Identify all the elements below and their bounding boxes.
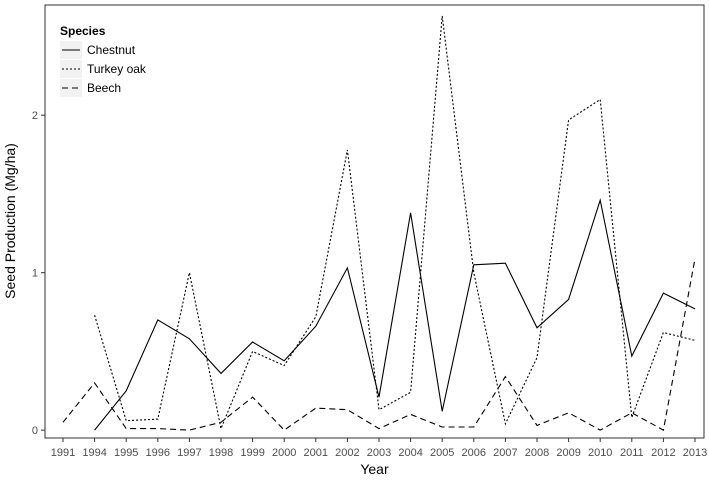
x-tick-label: 2001 [304, 447, 328, 459]
x-tick-label: 1994 [82, 447, 106, 459]
x-tick-label: 2013 [683, 447, 707, 459]
series-line-beech [62, 258, 696, 431]
x-tick-label: 1999 [240, 447, 264, 459]
x-tick-label: 1997 [177, 447, 201, 459]
x-tick-label: 2003 [367, 447, 391, 459]
x-axis-title: Year [360, 461, 389, 477]
x-tick-label: 2000 [272, 447, 296, 459]
series-line-chestnut [94, 198, 696, 431]
legend-key [60, 79, 82, 97]
legend-label: Chestnut [87, 43, 136, 57]
x-tick-label: 2009 [556, 447, 580, 459]
x-tick-label: 1998 [209, 447, 233, 459]
plot-panel [44, 4, 705, 439]
x-tick-label: 2006 [462, 447, 486, 459]
x-tick-label: 1991 [51, 447, 75, 459]
y-tick-label: 0 [32, 425, 38, 437]
x-axis: 1991 1994 1995 1996 1997 1998 1999 2000 2001 2002… [51, 438, 707, 459]
x-tick-label: 2008 [525, 447, 549, 459]
legend: Species Chestnut Turkey oak Beech [60, 24, 147, 97]
x-tick-label: 1996 [146, 447, 170, 459]
y-axis: 0 1 2 [32, 110, 45, 437]
x-tick-label: 2012 [651, 447, 675, 459]
y-axis-title: Seed Production (Mg/ha) [2, 143, 18, 299]
x-tick-label: 2002 [335, 447, 359, 459]
x-tick-label: 2004 [398, 447, 422, 459]
legend-label: Turkey oak [87, 62, 147, 76]
y-tick-label: 2 [32, 110, 38, 122]
x-tick-label: 2005 [430, 447, 454, 459]
x-tick-label: 2007 [493, 447, 517, 459]
legend-title: Species [60, 24, 106, 38]
x-tick-label: 2010 [588, 447, 612, 459]
x-tick-label: 1995 [114, 447, 138, 459]
legend-label: Beech [87, 81, 121, 95]
series-line-turkey-oak [94, 15, 696, 431]
x-tick-label: 2011 [620, 447, 644, 459]
y-tick-label: 1 [32, 268, 38, 280]
series-lines [62, 15, 696, 431]
